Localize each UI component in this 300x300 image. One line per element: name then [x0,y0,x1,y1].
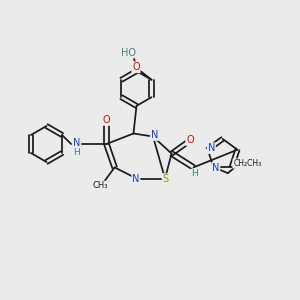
Text: N: N [151,130,158,140]
Text: N: N [208,143,215,153]
Text: H: H [191,169,197,178]
Text: H: H [73,148,80,157]
Text: N: N [212,163,220,173]
Text: N: N [132,174,140,184]
Text: CH₂CH₃: CH₂CH₃ [233,159,262,168]
Text: S: S [163,174,169,184]
Text: O: O [103,115,110,125]
Text: O: O [186,135,194,145]
Text: CH₃: CH₃ [92,182,108,190]
Text: O: O [132,62,140,72]
Text: N: N [73,137,80,148]
Text: HO: HO [122,47,136,58]
